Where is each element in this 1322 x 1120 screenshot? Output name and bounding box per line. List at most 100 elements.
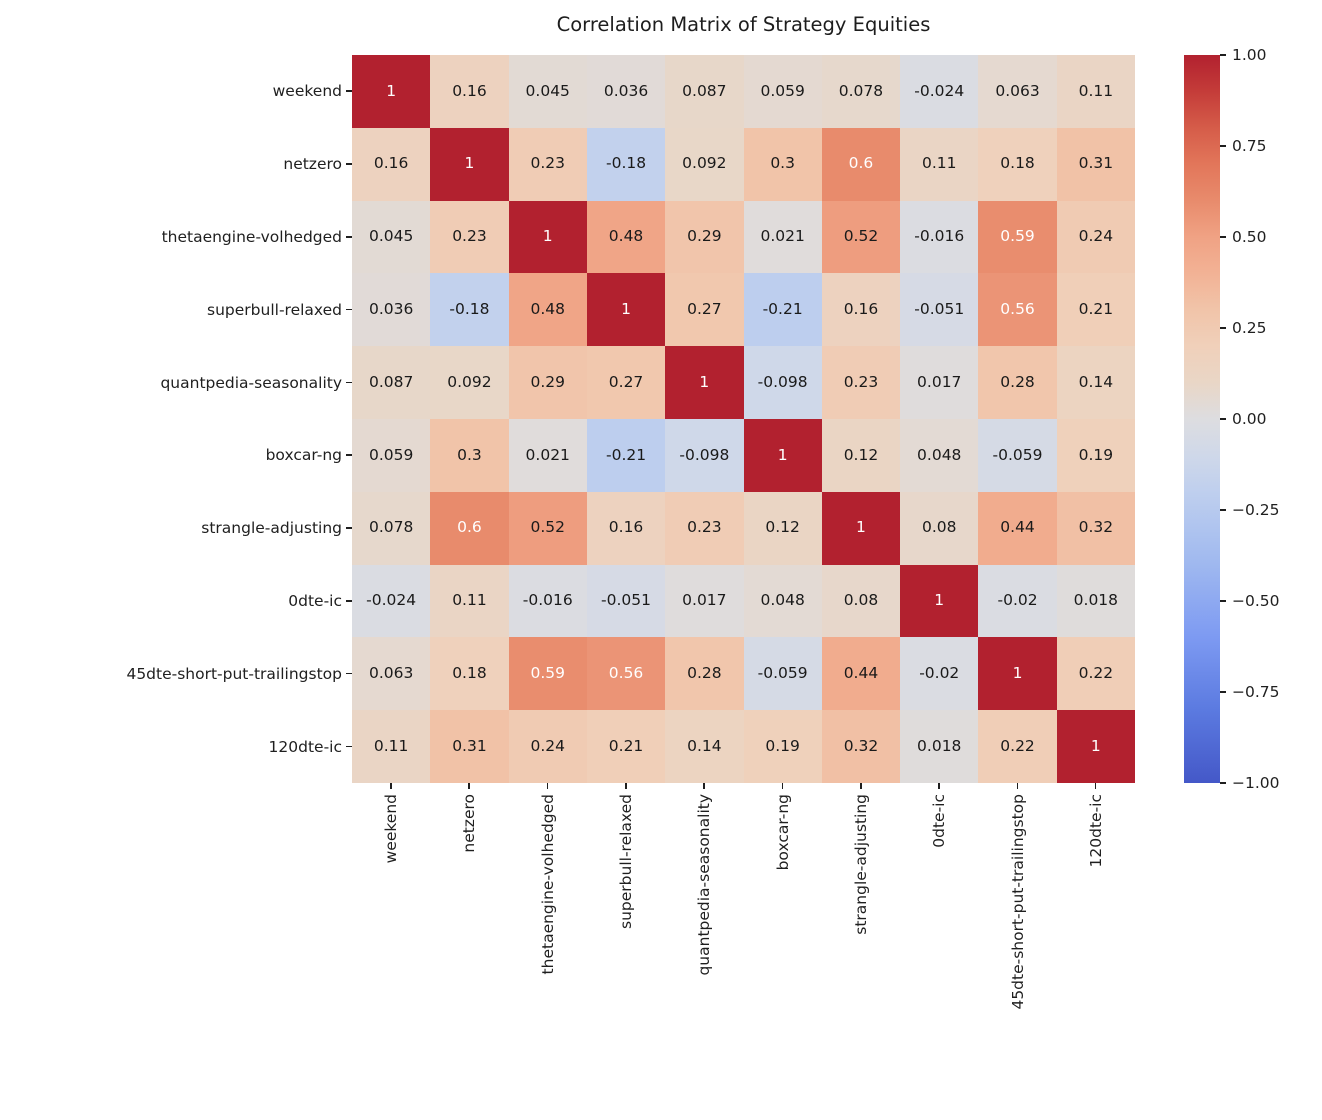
heatmap-cell: 0.21 xyxy=(1056,273,1135,347)
heatmap-cell: 0.3 xyxy=(743,127,822,201)
x-axis-label: 120dte-ic xyxy=(1086,794,1105,868)
x-axis-label: netzero xyxy=(460,794,479,853)
x-axis-tick xyxy=(625,783,627,789)
heatmap-cell: 0.18 xyxy=(978,127,1057,201)
heatmap-cell: -0.02 xyxy=(978,564,1057,638)
x-axis-label: thetaengine-volhedged xyxy=(538,794,557,975)
heatmap-cell: 0.11 xyxy=(430,564,509,638)
colorbar-tick-label: −0.50 xyxy=(1232,592,1280,610)
heatmap-cell: 0.56 xyxy=(978,273,1057,347)
x-axis-label: 45dte-short-put-trailingstop xyxy=(1008,794,1027,1010)
colorbar-tick xyxy=(1220,691,1226,693)
heatmap-cell: -0.02 xyxy=(900,637,979,711)
heatmap-cell: 0.08 xyxy=(900,491,979,565)
heatmap-cell: -0.024 xyxy=(900,55,979,128)
y-axis-tick xyxy=(346,90,352,92)
heatmap-cell: 0.32 xyxy=(821,710,901,783)
x-axis-label: strangle-adjusting xyxy=(851,794,870,935)
heatmap-cell: 0.017 xyxy=(900,346,979,419)
heatmap-cell: 1 xyxy=(430,127,509,201)
heatmap-cell: -0.059 xyxy=(743,637,822,711)
heatmap-cell: 0.6 xyxy=(430,491,509,565)
heatmap-cell: 0.24 xyxy=(508,710,587,783)
colorbar-tick xyxy=(1220,600,1226,602)
heatmap-cell: 0.29 xyxy=(665,200,744,274)
heatmap-cell: 0.59 xyxy=(508,637,587,711)
heatmap-cell: 0.24 xyxy=(1056,200,1135,274)
colorbar-tick xyxy=(1220,509,1226,511)
heatmap-cell: 0.44 xyxy=(821,637,901,711)
heatmap-cell: 0.28 xyxy=(665,637,744,711)
colorbar-tick xyxy=(1220,327,1226,329)
heatmap-cell: 0.12 xyxy=(821,419,901,492)
colorbar-tick-label: 0.75 xyxy=(1232,137,1267,155)
heatmap-cell: 0.036 xyxy=(352,273,431,347)
heatmap-cell: 0.19 xyxy=(1056,419,1135,492)
colorbar-tick-label: −1.00 xyxy=(1232,774,1280,792)
heatmap-cell: 0.018 xyxy=(1056,564,1135,638)
heatmap-cell: 0.021 xyxy=(508,419,587,492)
heatmap-cell: 0.27 xyxy=(586,346,666,419)
heatmap-cell: -0.016 xyxy=(508,564,587,638)
y-axis-tick xyxy=(346,236,352,238)
x-axis-tick xyxy=(1016,783,1019,789)
heatmap-cell: 0.059 xyxy=(743,55,822,128)
x-axis-label: 0dte-ic xyxy=(930,794,949,848)
colorbar-tick-label: 0.00 xyxy=(1232,410,1267,428)
x-axis-tick xyxy=(546,783,549,789)
heatmap-cell: 1 xyxy=(586,273,666,347)
heatmap-cell: 1 xyxy=(821,491,901,565)
heatmap-cell: 0.48 xyxy=(586,200,666,274)
heatmap-cell: -0.051 xyxy=(900,273,979,347)
heatmap-cell: 0.22 xyxy=(978,710,1057,783)
x-axis-tick xyxy=(703,783,705,789)
heatmap-cell: 0.19 xyxy=(743,710,822,783)
heatmap-cell: 0.08 xyxy=(821,564,901,638)
heatmap-cell: 0.14 xyxy=(665,710,744,783)
heatmap-cell: 1 xyxy=(978,637,1057,711)
heatmap-cell: -0.059 xyxy=(978,419,1057,492)
y-axis-label: superbull-relaxed xyxy=(207,300,342,319)
x-axis-label: superbull-relaxed xyxy=(617,794,636,929)
y-axis-tick xyxy=(346,163,352,165)
y-axis-tick xyxy=(346,308,352,311)
heatmap-cell: 0.059 xyxy=(352,419,431,492)
heatmap-cell: 0.063 xyxy=(978,55,1057,128)
heatmap-cell: 0.21 xyxy=(586,710,666,783)
heatmap-cell: 0.048 xyxy=(743,564,822,638)
y-axis-tick xyxy=(346,745,352,748)
x-axis-tick xyxy=(390,783,392,789)
x-axis-tick xyxy=(468,783,471,789)
heatmap-cell: 1 xyxy=(508,200,587,274)
heatmap-cell: 0.12 xyxy=(743,491,822,565)
x-axis-tick xyxy=(1094,783,1097,789)
heatmap-cell: 0.48 xyxy=(508,273,587,347)
heatmap-cell: 0.23 xyxy=(430,200,509,274)
colorbar-tick xyxy=(1220,236,1226,238)
y-axis-label: 120dte-ic xyxy=(268,737,342,756)
heatmap-cell: 0.14 xyxy=(1056,346,1135,419)
heatmap-cell: 0.3 xyxy=(430,419,509,492)
heatmap-cell: 0.23 xyxy=(665,491,744,565)
colorbar-tick-label: −0.75 xyxy=(1232,683,1280,701)
heatmap-cell: 1 xyxy=(1056,710,1135,783)
heatmap-cell: 0.036 xyxy=(586,55,666,128)
x-axis-tick xyxy=(859,783,862,789)
heatmap-cell: 0.31 xyxy=(430,710,509,783)
colorbar-tick xyxy=(1220,418,1226,420)
heatmap-cell: 0.32 xyxy=(1056,491,1135,565)
x-axis-label: boxcar-ng xyxy=(773,794,792,871)
heatmap-cell: 0.018 xyxy=(900,710,979,783)
heatmap-cell: 0.087 xyxy=(352,346,431,419)
heatmap-cell: -0.21 xyxy=(743,273,822,347)
heatmap-cell: -0.21 xyxy=(586,419,666,492)
y-axis-tick xyxy=(346,527,352,529)
heatmap-grid: 1 0.16 0.045 0.036 0.087 0.059 0.078 -0.024 0.06… xyxy=(352,55,1135,783)
heatmap-cell: 0.078 xyxy=(352,491,431,565)
heatmap-cell: 0.11 xyxy=(900,127,979,201)
heatmap-cell: 0.23 xyxy=(508,127,587,201)
heatmap-cell: 0.16 xyxy=(821,273,901,347)
chart-title: Correlation Matrix of Strategy Equities xyxy=(556,13,931,36)
heatmap-cell: 0.048 xyxy=(900,419,979,492)
